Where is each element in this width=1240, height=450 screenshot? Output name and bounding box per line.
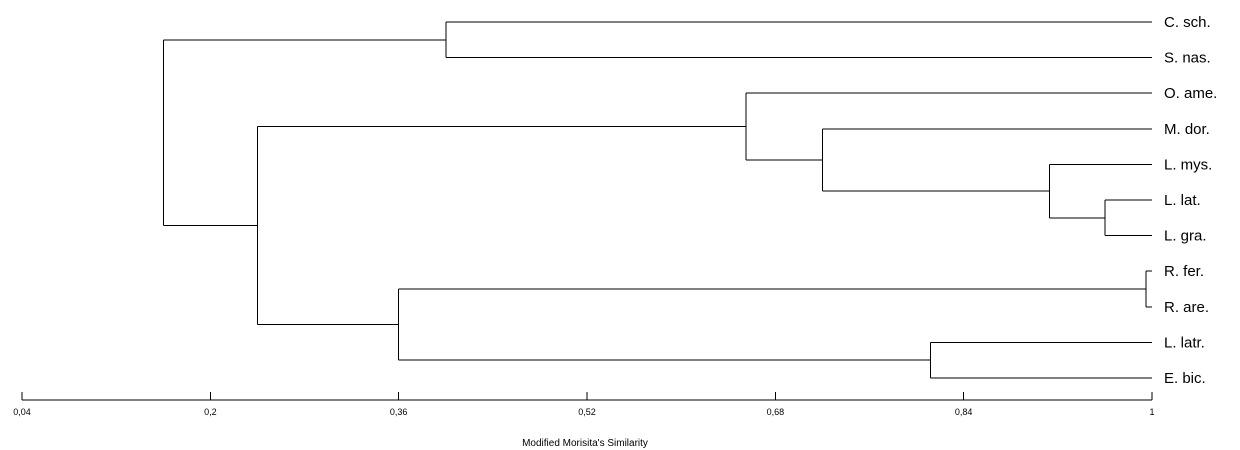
tick-label: 1: [1149, 407, 1154, 417]
axis-ticks-group: 0,04 0,2 0,36 0,52 0,68 0,84 1: [13, 392, 1155, 417]
leaf-label: L. gra.: [1164, 228, 1207, 245]
leaf-label: C. sch.: [1164, 14, 1211, 31]
leaf-label: O. ame.: [1164, 85, 1217, 102]
leaf-label: L. lat.: [1164, 192, 1201, 209]
tick-label: 0,2: [204, 407, 217, 417]
tick-label: 0,36: [390, 407, 408, 417]
leaf-label: L. latr.: [1164, 334, 1205, 351]
tick-label: 0,04: [13, 407, 31, 417]
tick-label: 0,68: [767, 407, 785, 417]
branches-group: [162, 21, 1152, 379]
leaf-label: L. mys.: [1164, 156, 1212, 173]
tick-label: 0,84: [955, 407, 973, 417]
leaf-labels-group: C. sch. S. nas. O. ame. M. dor. L. mys. L. la…: [1164, 14, 1217, 387]
axis-title: Modified Morisita's Similarity: [522, 438, 648, 449]
similarity-axis: 0,04 0,2 0,36 0,52 0,68 0,84 1 Modified Morisi…: [13, 392, 1155, 449]
leaf-label: E. bic.: [1164, 370, 1206, 387]
leaf-label: R. are.: [1164, 299, 1209, 316]
tick-label: 0,52: [578, 407, 596, 417]
leaf-label: M. dor.: [1164, 121, 1210, 138]
leaf-label: S. nas.: [1164, 50, 1211, 67]
leaf-label: R. fer.: [1164, 263, 1204, 280]
